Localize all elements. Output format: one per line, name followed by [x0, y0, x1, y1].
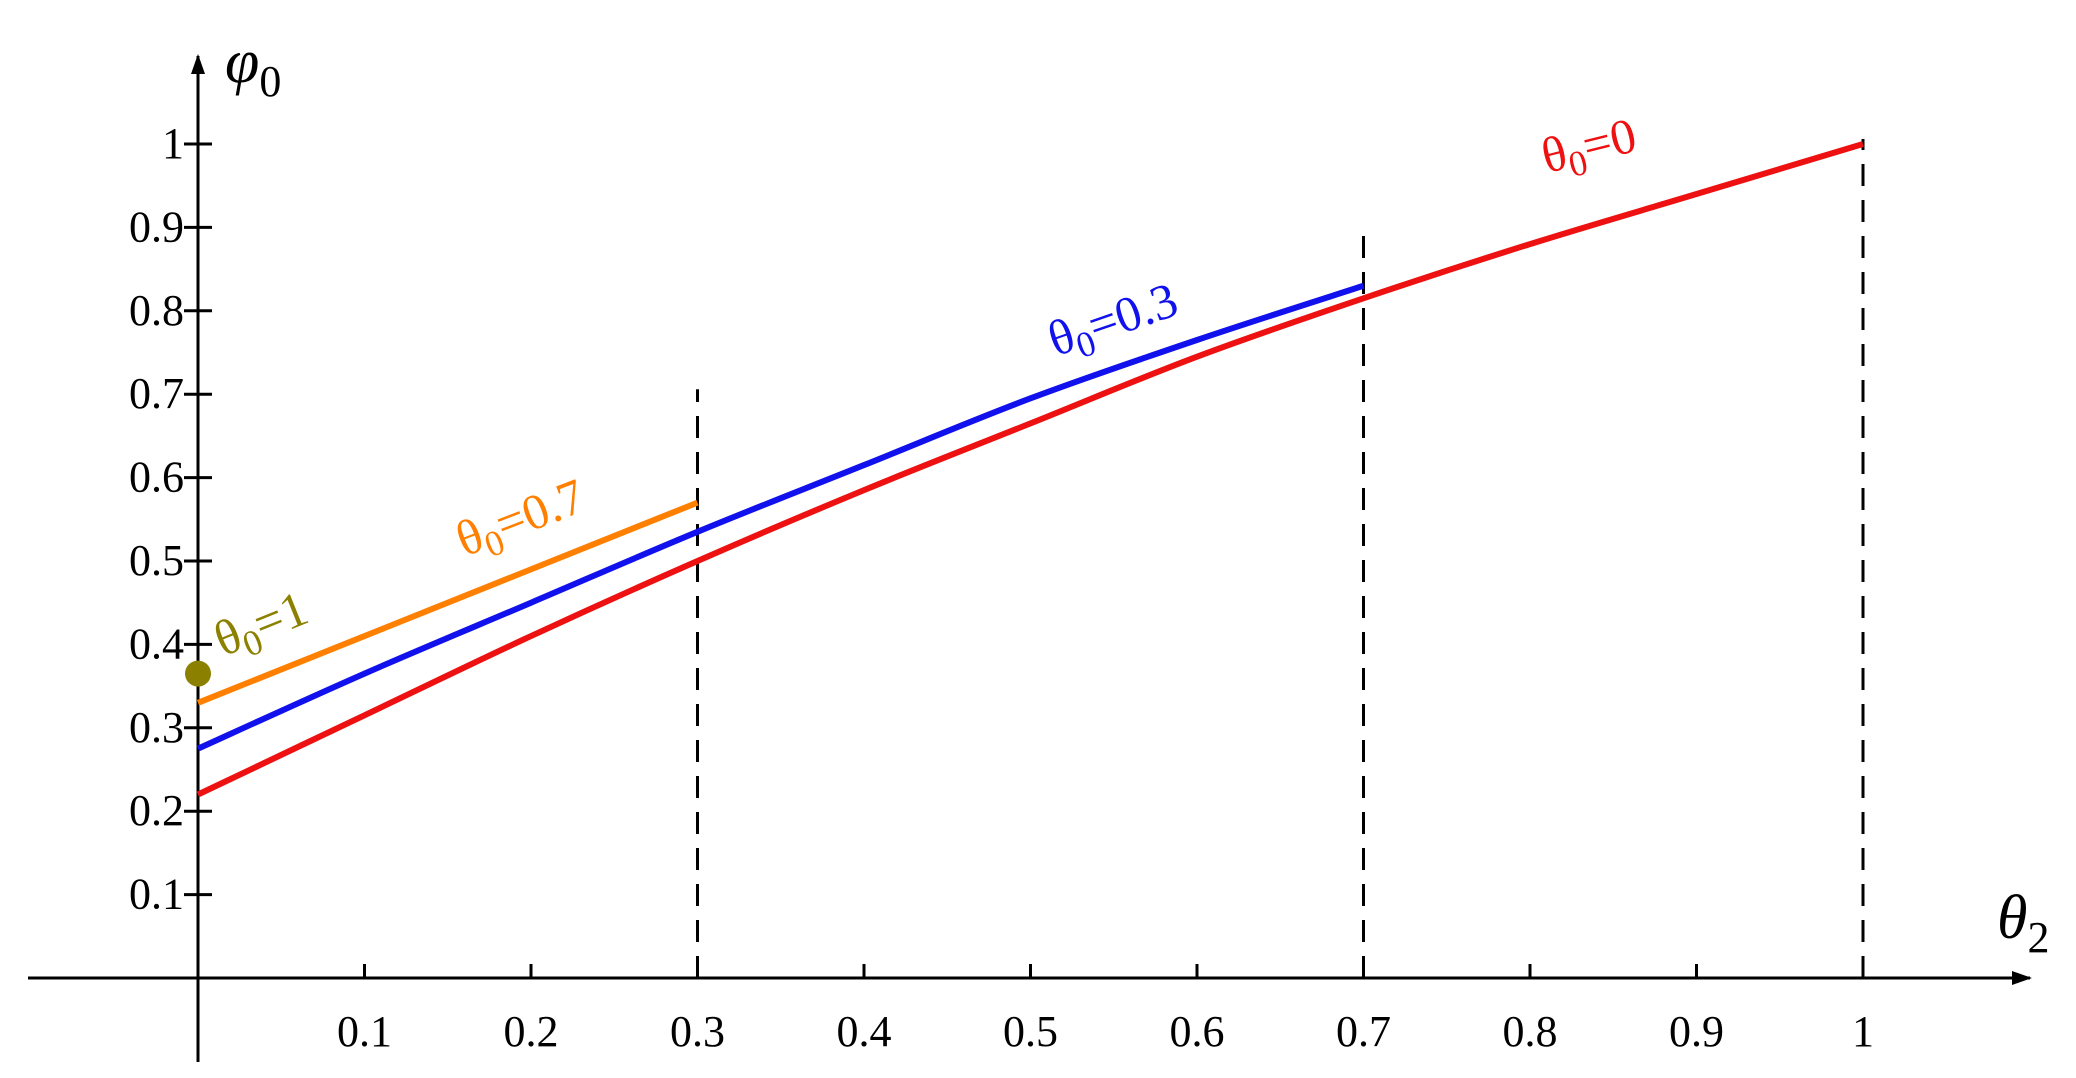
x-tick-label-5: 0.6: [1170, 1007, 1225, 1056]
y-tick-label-6: 0.7: [129, 369, 184, 418]
series-label-1: θ0=0.3: [1041, 271, 1187, 374]
plot-layer: 0.1 0.2 0.3 0.4 0.5 0.6 0.7 0.8 0.9 1 0.1 0.2 0.3 0.4…: [28, 28, 2049, 1062]
x-tick-label-7: 0.8: [1503, 1007, 1558, 1056]
x-tick-label-1: 0.2: [504, 1007, 559, 1056]
y-tick-label-5: 0.6: [129, 453, 184, 502]
series-line-2: [196, 499, 699, 706]
series-label-0: θ0=0: [1536, 107, 1644, 191]
y-tick-label-2: 0.3: [129, 703, 184, 752]
x-tick-label-3: 0.4: [837, 1007, 892, 1056]
series-label-2: θ0=0.7: [448, 467, 594, 573]
y-tick-label-8: 0.9: [129, 202, 184, 251]
y-tick-label-1: 0.2: [129, 786, 184, 835]
x-tick-label-4: 0.5: [1003, 1007, 1058, 1056]
y-tick-label-3: 0.4: [129, 619, 184, 668]
y-axis-title: φ0: [225, 28, 281, 106]
x-tick-label-8: 0.9: [1669, 1007, 1724, 1056]
y-tick-label-7: 0.8: [129, 286, 184, 335]
x-tick-label-0: 0.1: [337, 1007, 392, 1056]
series-line-1: [196, 282, 1365, 752]
y-tick-label-9: 1: [162, 119, 184, 168]
y-tick-label-0: 0.1: [129, 870, 184, 919]
series-point-3: [185, 660, 211, 687]
series-line-0: [196, 141, 1864, 798]
x-tick-label-6: 0.7: [1336, 1007, 1391, 1056]
x-tick-label-2: 0.3: [670, 1007, 725, 1056]
x-axis-title: θ2: [1997, 884, 2049, 962]
y-tick-label-4: 0.5: [129, 536, 184, 585]
x-tick-label-9: 1: [1852, 1007, 1874, 1056]
